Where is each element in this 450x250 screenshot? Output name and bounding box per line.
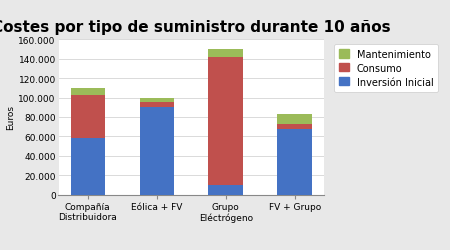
Legend: Mantenimiento, Consumo, Inversión Inicial: Mantenimiento, Consumo, Inversión Inicia… <box>334 45 438 92</box>
Bar <box>140 108 174 195</box>
Title: Costes por tipo de suministro durante 10 años: Costes por tipo de suministro durante 10… <box>0 20 391 35</box>
Bar <box>278 129 312 195</box>
Y-axis label: Euros: Euros <box>7 105 16 130</box>
Bar <box>278 114 312 124</box>
Bar <box>140 103 174 108</box>
Bar <box>208 50 243 58</box>
Bar <box>208 58 243 185</box>
Bar <box>71 139 105 195</box>
Bar <box>140 98 174 103</box>
Bar <box>208 185 243 195</box>
Bar <box>278 124 312 129</box>
Bar <box>71 88 105 95</box>
Bar <box>71 95 105 139</box>
